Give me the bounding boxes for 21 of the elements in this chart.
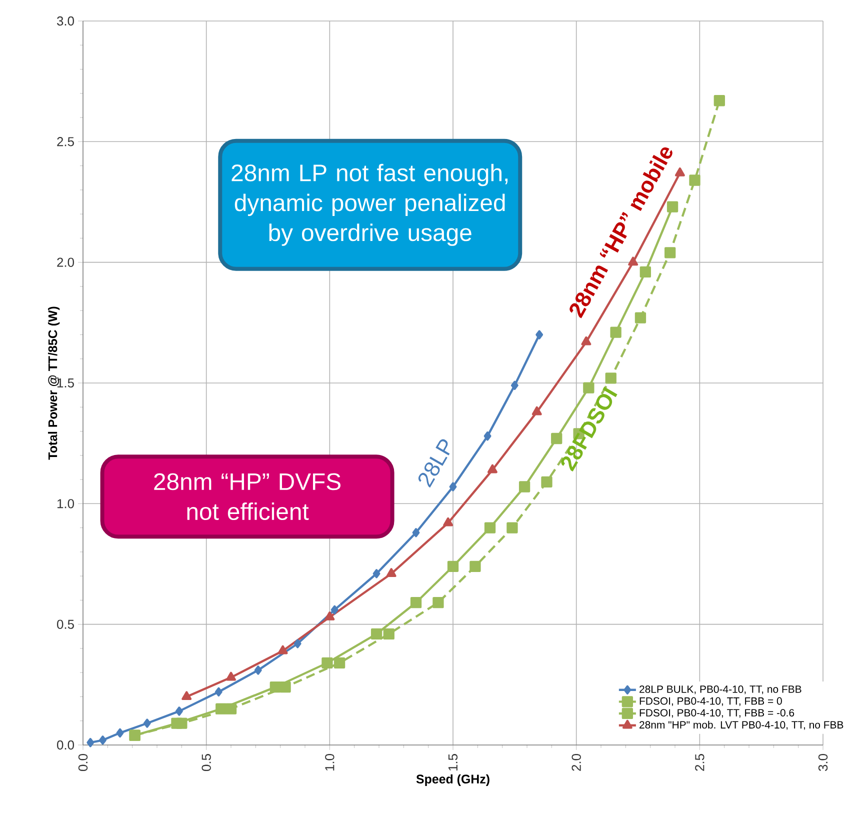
y-tick-label: 0.5 [57,620,74,629]
x-axis-title: Speed (GHz) [416,774,490,786]
y-tick-label: 1.5 [57,378,74,388]
annotation: 28nm LP not fast enough, dynamic power penalized by overdrive usage [232,164,508,246]
annotation: 28nm “HP” DVFS not efficient [154,473,340,520]
legend-label: 28nm "HP" mob. LVT PB0-4-10, TT, no FBB [640,720,844,730]
x-tick-label: 1.0 [325,754,334,771]
y-tick-label: 1.0 [57,499,74,508]
legend-label: FDSOI, PB0-4-10, TT, FBB = 0 [640,697,782,706]
x-tick-label: 0.5 [202,754,211,771]
y-tick-label: 3.0 [57,16,74,26]
x-tick-label: 3.0 [818,754,828,771]
x-tick-label: 2.5 [695,754,704,771]
legend-label: FDSOI, PB0-4-10, TT, FBB = -0.6 [640,709,794,718]
legend-label: 28LP BULK, PB0-4-10, TT, no FBB [640,686,802,694]
x-tick-label: 0.0 [78,754,88,771]
y-tick-label: 2.5 [57,137,74,146]
x-tick-label: 1.5 [448,754,458,771]
x-tick-label: 2.0 [572,754,581,771]
y-tick-label: 0.0 [57,740,74,750]
y-tick-label: 2.0 [57,258,74,267]
